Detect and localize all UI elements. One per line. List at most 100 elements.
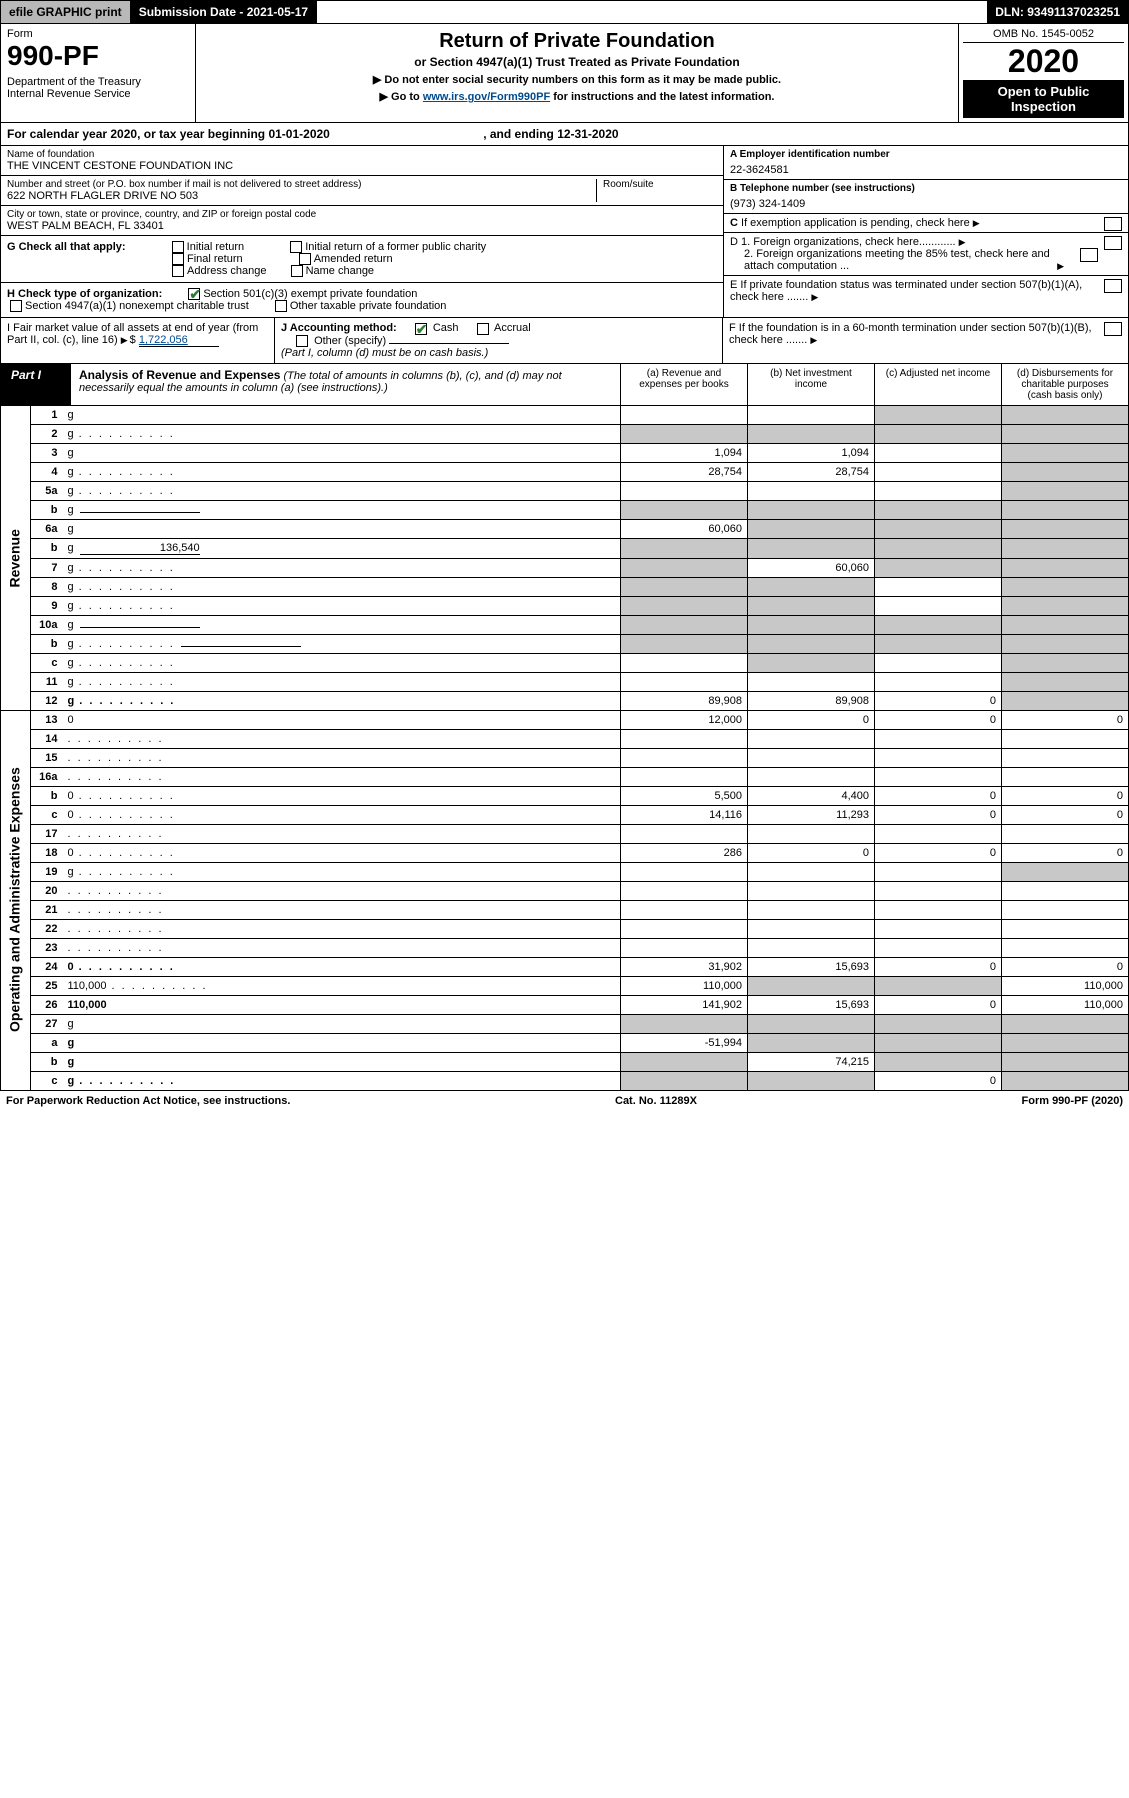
cell-b (748, 767, 875, 786)
dept: Department of the Treasury (7, 76, 189, 88)
cell-b: 11,293 (748, 805, 875, 824)
line-number: 12 (31, 691, 63, 710)
table-row: 21 (1, 900, 1129, 919)
line-description: g (63, 1071, 621, 1090)
table-row: c014,11611,29300 (1, 805, 1129, 824)
cb-accrual[interactable] (477, 323, 489, 335)
line-description (63, 767, 621, 786)
side-label-expenses: Operating and Administrative Expenses (1, 710, 31, 1090)
line-number: 19 (31, 862, 63, 881)
cb-amended[interactable] (299, 253, 311, 265)
cell-b (748, 634, 875, 653)
cell-b: 1,094 (748, 443, 875, 462)
cb-other-taxable[interactable] (275, 300, 287, 312)
table-row: bg (1, 500, 1129, 519)
cb-terminated[interactable] (1104, 279, 1122, 293)
cb-60month[interactable] (1104, 322, 1122, 336)
table-row: 14 (1, 729, 1129, 748)
line-description: g (63, 519, 621, 538)
open-public: Open to Public Inspection (963, 80, 1124, 118)
line-description: g (63, 1052, 621, 1071)
city-cell: City or town, state or province, country… (1, 206, 723, 236)
cb-501c3[interactable] (188, 288, 200, 300)
cell-d (1002, 1014, 1129, 1033)
cell-b: 0 (748, 710, 875, 729)
cell-a: 1,094 (621, 443, 748, 462)
cb-name-change[interactable] (291, 265, 303, 277)
line-number: 8 (31, 577, 63, 596)
cell-a (621, 881, 748, 900)
cell-a: 141,902 (621, 995, 748, 1014)
cb-other-method[interactable] (296, 335, 308, 347)
cell-b: 74,215 (748, 1052, 875, 1071)
cell-a (621, 672, 748, 691)
line-description: 110,000 (63, 995, 621, 1014)
efile-label[interactable]: efile GRAPHIC print (1, 1, 131, 23)
cell-d (1002, 1071, 1129, 1090)
table-row: 20 (1, 881, 1129, 900)
paperwork-notice: For Paperwork Reduction Act Notice, see … (6, 1095, 290, 1107)
omb-number: OMB No. 1545-0052 (963, 28, 1124, 43)
cell-c (875, 881, 1002, 900)
cell-d (1002, 900, 1129, 919)
cell-d: 0 (1002, 957, 1129, 976)
cb-address-change[interactable] (172, 265, 184, 277)
cell-b (748, 862, 875, 881)
cell-b (748, 748, 875, 767)
table-row: 26110,000141,90215,6930110,000 (1, 995, 1129, 1014)
cell-a (621, 406, 748, 425)
top-bar: efile GRAPHIC print Submission Date - 20… (0, 0, 1129, 24)
irs: Internal Revenue Service (7, 88, 189, 100)
line-number: 10a (31, 615, 63, 634)
cell-d (1002, 729, 1129, 748)
cb-cash[interactable] (415, 323, 427, 335)
line-description: 0 (63, 843, 621, 862)
line-description: g (63, 424, 621, 443)
irs-link[interactable]: www.irs.gov/Form990PF (423, 91, 550, 103)
box-c: C C If exemption application is pending,… (724, 214, 1128, 233)
box-d: D 1. Foreign organizations, check here..… (724, 233, 1128, 276)
line-description: g (63, 596, 621, 615)
cell-c (875, 596, 1002, 615)
line-number: c (31, 1071, 63, 1090)
cell-a: 286 (621, 843, 748, 862)
table-row: 23 (1, 938, 1129, 957)
cell-b (748, 500, 875, 519)
cb-initial-public[interactable] (290, 241, 302, 253)
cb-4947[interactable] (10, 300, 22, 312)
cb-foreign-org[interactable] (1104, 236, 1122, 250)
table-row: bg (1, 634, 1129, 653)
cell-c (875, 443, 1002, 462)
ein-cell: A Employer identification number 22-3624… (724, 146, 1128, 180)
cell-b (748, 406, 875, 425)
cell-c (875, 424, 1002, 443)
cell-d (1002, 824, 1129, 843)
cell-c: 0 (875, 843, 1002, 862)
cell-c: 0 (875, 957, 1002, 976)
cell-d (1002, 634, 1129, 653)
cell-d: 0 (1002, 805, 1129, 824)
cell-c (875, 900, 1002, 919)
line-description (63, 919, 621, 938)
cell-c (875, 919, 1002, 938)
cell-a (621, 767, 748, 786)
cb-initial-return[interactable] (172, 241, 184, 253)
table-row: Operating and Administrative Expenses130… (1, 710, 1129, 729)
table-row: 3g1,0941,094 (1, 443, 1129, 462)
cell-b (748, 919, 875, 938)
box-f: F If the foundation is in a 60-month ter… (723, 318, 1128, 362)
cb-foreign-85[interactable] (1080, 248, 1098, 262)
cb-final-return[interactable] (172, 253, 184, 265)
cell-b (748, 615, 875, 634)
cell-d (1002, 1052, 1129, 1071)
line-number: c (31, 805, 63, 824)
cell-b (748, 424, 875, 443)
line-number: b (31, 786, 63, 805)
cell-c (875, 729, 1002, 748)
cell-a (621, 634, 748, 653)
fmv-link[interactable]: 1,722,056 (139, 334, 219, 347)
cb-exemption-pending[interactable] (1104, 217, 1122, 231)
cell-a: 28,754 (621, 462, 748, 481)
identity-grid: Name of foundation THE VINCENT CESTONE F… (0, 146, 1129, 318)
cell-a (621, 1014, 748, 1033)
